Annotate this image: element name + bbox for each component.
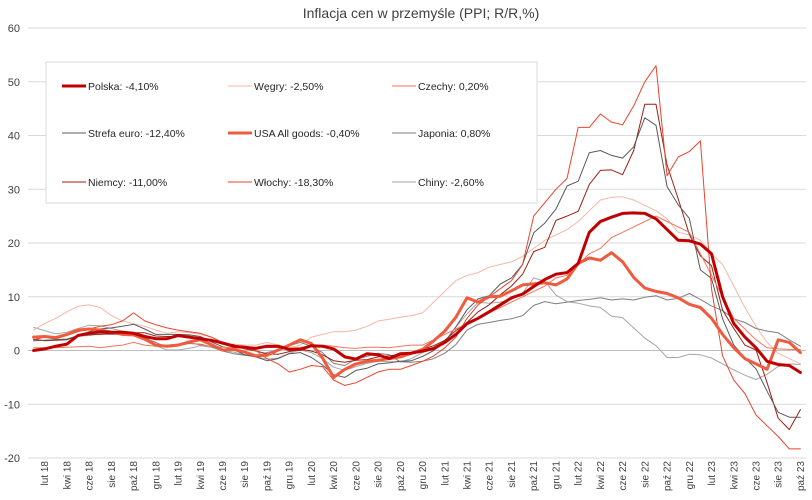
- y-tick-label: 20: [8, 238, 20, 250]
- y-tick-label: 50: [8, 77, 20, 89]
- x-tick-label: sie 18: [107, 461, 118, 488]
- legend-label: Japonia: 0,80%: [418, 128, 490, 140]
- legend-box: [45, 61, 538, 204]
- x-tick-label: gru 21: [551, 461, 562, 490]
- series-line: [33, 65, 801, 450]
- series-line: [33, 117, 801, 418]
- x-tick-label: paź 22: [663, 461, 674, 491]
- x-tick-label: sie 21: [507, 461, 518, 488]
- legend-label: Czechy: 0,20%: [418, 81, 489, 93]
- legend-label: USA All goods: -0,40%: [254, 128, 360, 140]
- y-tick-label: 0: [14, 346, 20, 358]
- legend-label: Węgry: -2,50%: [254, 81, 323, 93]
- x-tick-label: sie 23: [774, 461, 785, 488]
- series-lines: [32, 65, 802, 450]
- x-tick-label: kwi 21: [463, 461, 474, 490]
- series-line: [33, 277, 801, 380]
- y-tick-label: -10: [4, 399, 20, 411]
- x-tick-label: kwi 23: [729, 461, 740, 490]
- x-tick-label: paź 19: [262, 461, 273, 491]
- y-tick-label: -20: [4, 453, 20, 465]
- legend-label: Strefa euro: -12,40%: [88, 128, 185, 140]
- x-tick-label: paź 20: [396, 461, 407, 491]
- x-tick-label: paź 18: [129, 461, 140, 491]
- x-tick-label: lut 19: [174, 461, 185, 486]
- y-tick-label: 40: [8, 131, 20, 143]
- x-tick-label: kwi 20: [329, 461, 340, 490]
- x-tick-label: cze 18: [85, 461, 96, 491]
- x-tick-label: cze 23: [751, 461, 762, 491]
- x-tick-label: kwi 19: [196, 461, 207, 490]
- x-tick-label: kwi 22: [596, 461, 607, 490]
- legend: Polska: -4,10% Węgry: -2,50% Czechy: 0,20%…: [45, 61, 538, 204]
- x-tick-label: cze 22: [618, 461, 629, 491]
- x-tick-label: gru 18: [151, 461, 162, 490]
- legend-label: Chiny: -2,60%: [418, 177, 484, 189]
- x-tick-label: kwi 18: [62, 461, 73, 490]
- series-line: [32, 211, 802, 374]
- x-tick-label: lut 20: [307, 461, 318, 486]
- x-tick-label: lut 22: [574, 461, 585, 486]
- legend-label: Polska: -4,10%: [88, 81, 159, 93]
- legend-label: Niemcy: -11,00%: [88, 177, 167, 189]
- x-tick-label: cze 20: [351, 461, 362, 491]
- legend-label: Włochy: -18,30%: [254, 177, 333, 189]
- x-tick-label: cze 21: [485, 461, 496, 491]
- series-line: [33, 196, 801, 365]
- x-axis-ticks: lut 18 kwi 18 cze 18 sie 18 paź 18 gru 18 lut …: [40, 461, 807, 491]
- x-tick-label: sie 22: [640, 461, 651, 488]
- x-tick-label: gru 22: [685, 461, 696, 490]
- x-tick-label: cze 19: [218, 461, 229, 491]
- x-tick-label: paź 23: [796, 461, 807, 491]
- y-tick-label: 30: [8, 184, 20, 196]
- y-axis-ticks: -20 -10 0 10 20 30 40 50 60: [4, 23, 20, 465]
- x-tick-label: lut 23: [707, 461, 718, 486]
- x-tick-label: sie 19: [240, 461, 251, 488]
- x-tick-label: lut 21: [440, 461, 451, 486]
- x-tick-label: gru 19: [285, 461, 296, 490]
- x-tick-label: paź 21: [529, 461, 540, 491]
- y-tick-label: 10: [8, 292, 20, 304]
- chart-title: Inflacja cen w przemyśle (PPI; R/R,%): [303, 5, 540, 21]
- x-tick-label: sie 20: [374, 461, 385, 488]
- x-tick-label: lut 18: [40, 461, 51, 486]
- y-tick-label: 60: [8, 23, 20, 35]
- x-tick-label: gru 20: [418, 461, 429, 490]
